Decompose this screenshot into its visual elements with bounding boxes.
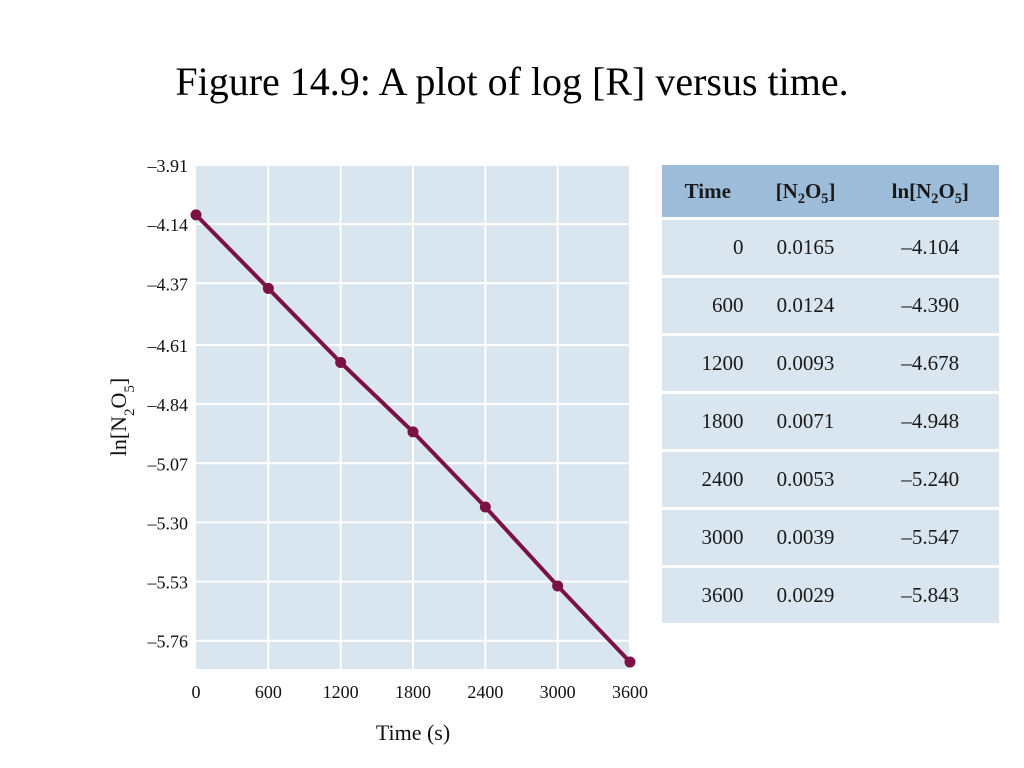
y-tick-label: –4.14 [147, 215, 189, 235]
cell-ln-concentration: –5.547 [861, 507, 999, 567]
table-row: 3000 0.0039 –5.547 [662, 507, 999, 567]
cell-concentration: 0.0124 [749, 275, 862, 335]
data-point [479, 501, 491, 513]
data-point [407, 426, 419, 438]
x-axis-ticks: 0 600 1200 1800 2400 3000 3600 [192, 682, 649, 702]
cell-time: 0 [662, 217, 750, 277]
x-tick-label: 0 [192, 682, 201, 702]
x-tick-label: 3600 [612, 682, 648, 702]
y-axis-label: ln[N2O5] [106, 378, 138, 457]
cell-time: 600 [662, 275, 750, 335]
table-row: 1800 0.0071 –4.948 [662, 391, 999, 451]
cell-time: 3000 [662, 507, 750, 567]
data-point [190, 209, 202, 221]
x-axis-label: Time (s) [376, 720, 450, 745]
y-tick-label: –3.91 [147, 156, 189, 176]
cell-concentration: 0.0039 [749, 507, 862, 567]
cell-concentration: 0.0165 [749, 217, 862, 277]
y-tick-label: –5.53 [147, 573, 189, 593]
y-tick-label: –5.07 [147, 454, 189, 474]
x-tick-label: 1800 [395, 682, 431, 702]
data-point [262, 282, 274, 294]
cell-ln-concentration: –4.390 [861, 275, 999, 335]
data-point [335, 356, 347, 368]
cell-ln-concentration: –4.678 [861, 333, 999, 393]
cell-time: 3600 [662, 565, 750, 623]
cell-ln-concentration: –5.240 [861, 449, 999, 509]
header-ln-concentration: ln[N2O5] [861, 165, 999, 219]
cell-time: 2400 [662, 449, 750, 509]
y-tick-label: –4.84 [147, 395, 189, 415]
x-tick-label: 600 [255, 682, 282, 702]
table-row: 0 0.0165 –4.104 [662, 217, 999, 277]
data-table: Time [N2O5] ln[N2O5] 0 0.0165 –4.104 600 0.0… [662, 165, 999, 623]
page-title: Figure 14.9: A plot of log [R] versus ti… [175, 59, 849, 104]
y-tick-label: –5.76 [147, 632, 189, 652]
cell-time: 1200 [662, 333, 750, 393]
cell-ln-concentration: –4.104 [861, 217, 999, 277]
cell-ln-concentration: –4.948 [861, 391, 999, 451]
x-tick-label: 3000 [540, 682, 576, 702]
y-axis-ticks: –3.91 –4.14 –4.37 –4.61 –4.84 –5.07 –5.30 –5.53… [147, 156, 189, 652]
x-tick-label: 2400 [467, 682, 503, 702]
line-chart: –3.91 –4.14 –4.37 –4.61 –4.84 –5.07 –5.30 –5.53… [106, 156, 649, 745]
cell-concentration: 0.0053 [749, 449, 862, 509]
table-row: 600 0.0124 –4.390 [662, 275, 999, 335]
cell-concentration: 0.0071 [749, 391, 862, 451]
cell-ln-concentration: –5.843 [861, 565, 999, 623]
cell-concentration: 0.0093 [749, 333, 862, 393]
cell-concentration: 0.0029 [749, 565, 862, 623]
x-tick-label: 1200 [323, 682, 359, 702]
table-row: 1200 0.0093 –4.678 [662, 333, 999, 393]
cell-time: 1800 [662, 391, 750, 451]
table-row: 3600 0.0029 –5.843 [662, 565, 999, 623]
table-row: 2400 0.0053 –5.240 [662, 449, 999, 509]
table-header-row: Time [N2O5] ln[N2O5] [662, 165, 999, 219]
header-concentration: [N2O5] [749, 165, 862, 219]
data-point [624, 656, 636, 668]
y-tick-label: –4.61 [147, 336, 189, 356]
series-layer [190, 209, 636, 668]
data-point [552, 580, 564, 592]
y-tick-label: –5.30 [147, 513, 189, 533]
y-tick-label: –4.37 [147, 274, 189, 294]
header-time: Time [662, 165, 750, 219]
